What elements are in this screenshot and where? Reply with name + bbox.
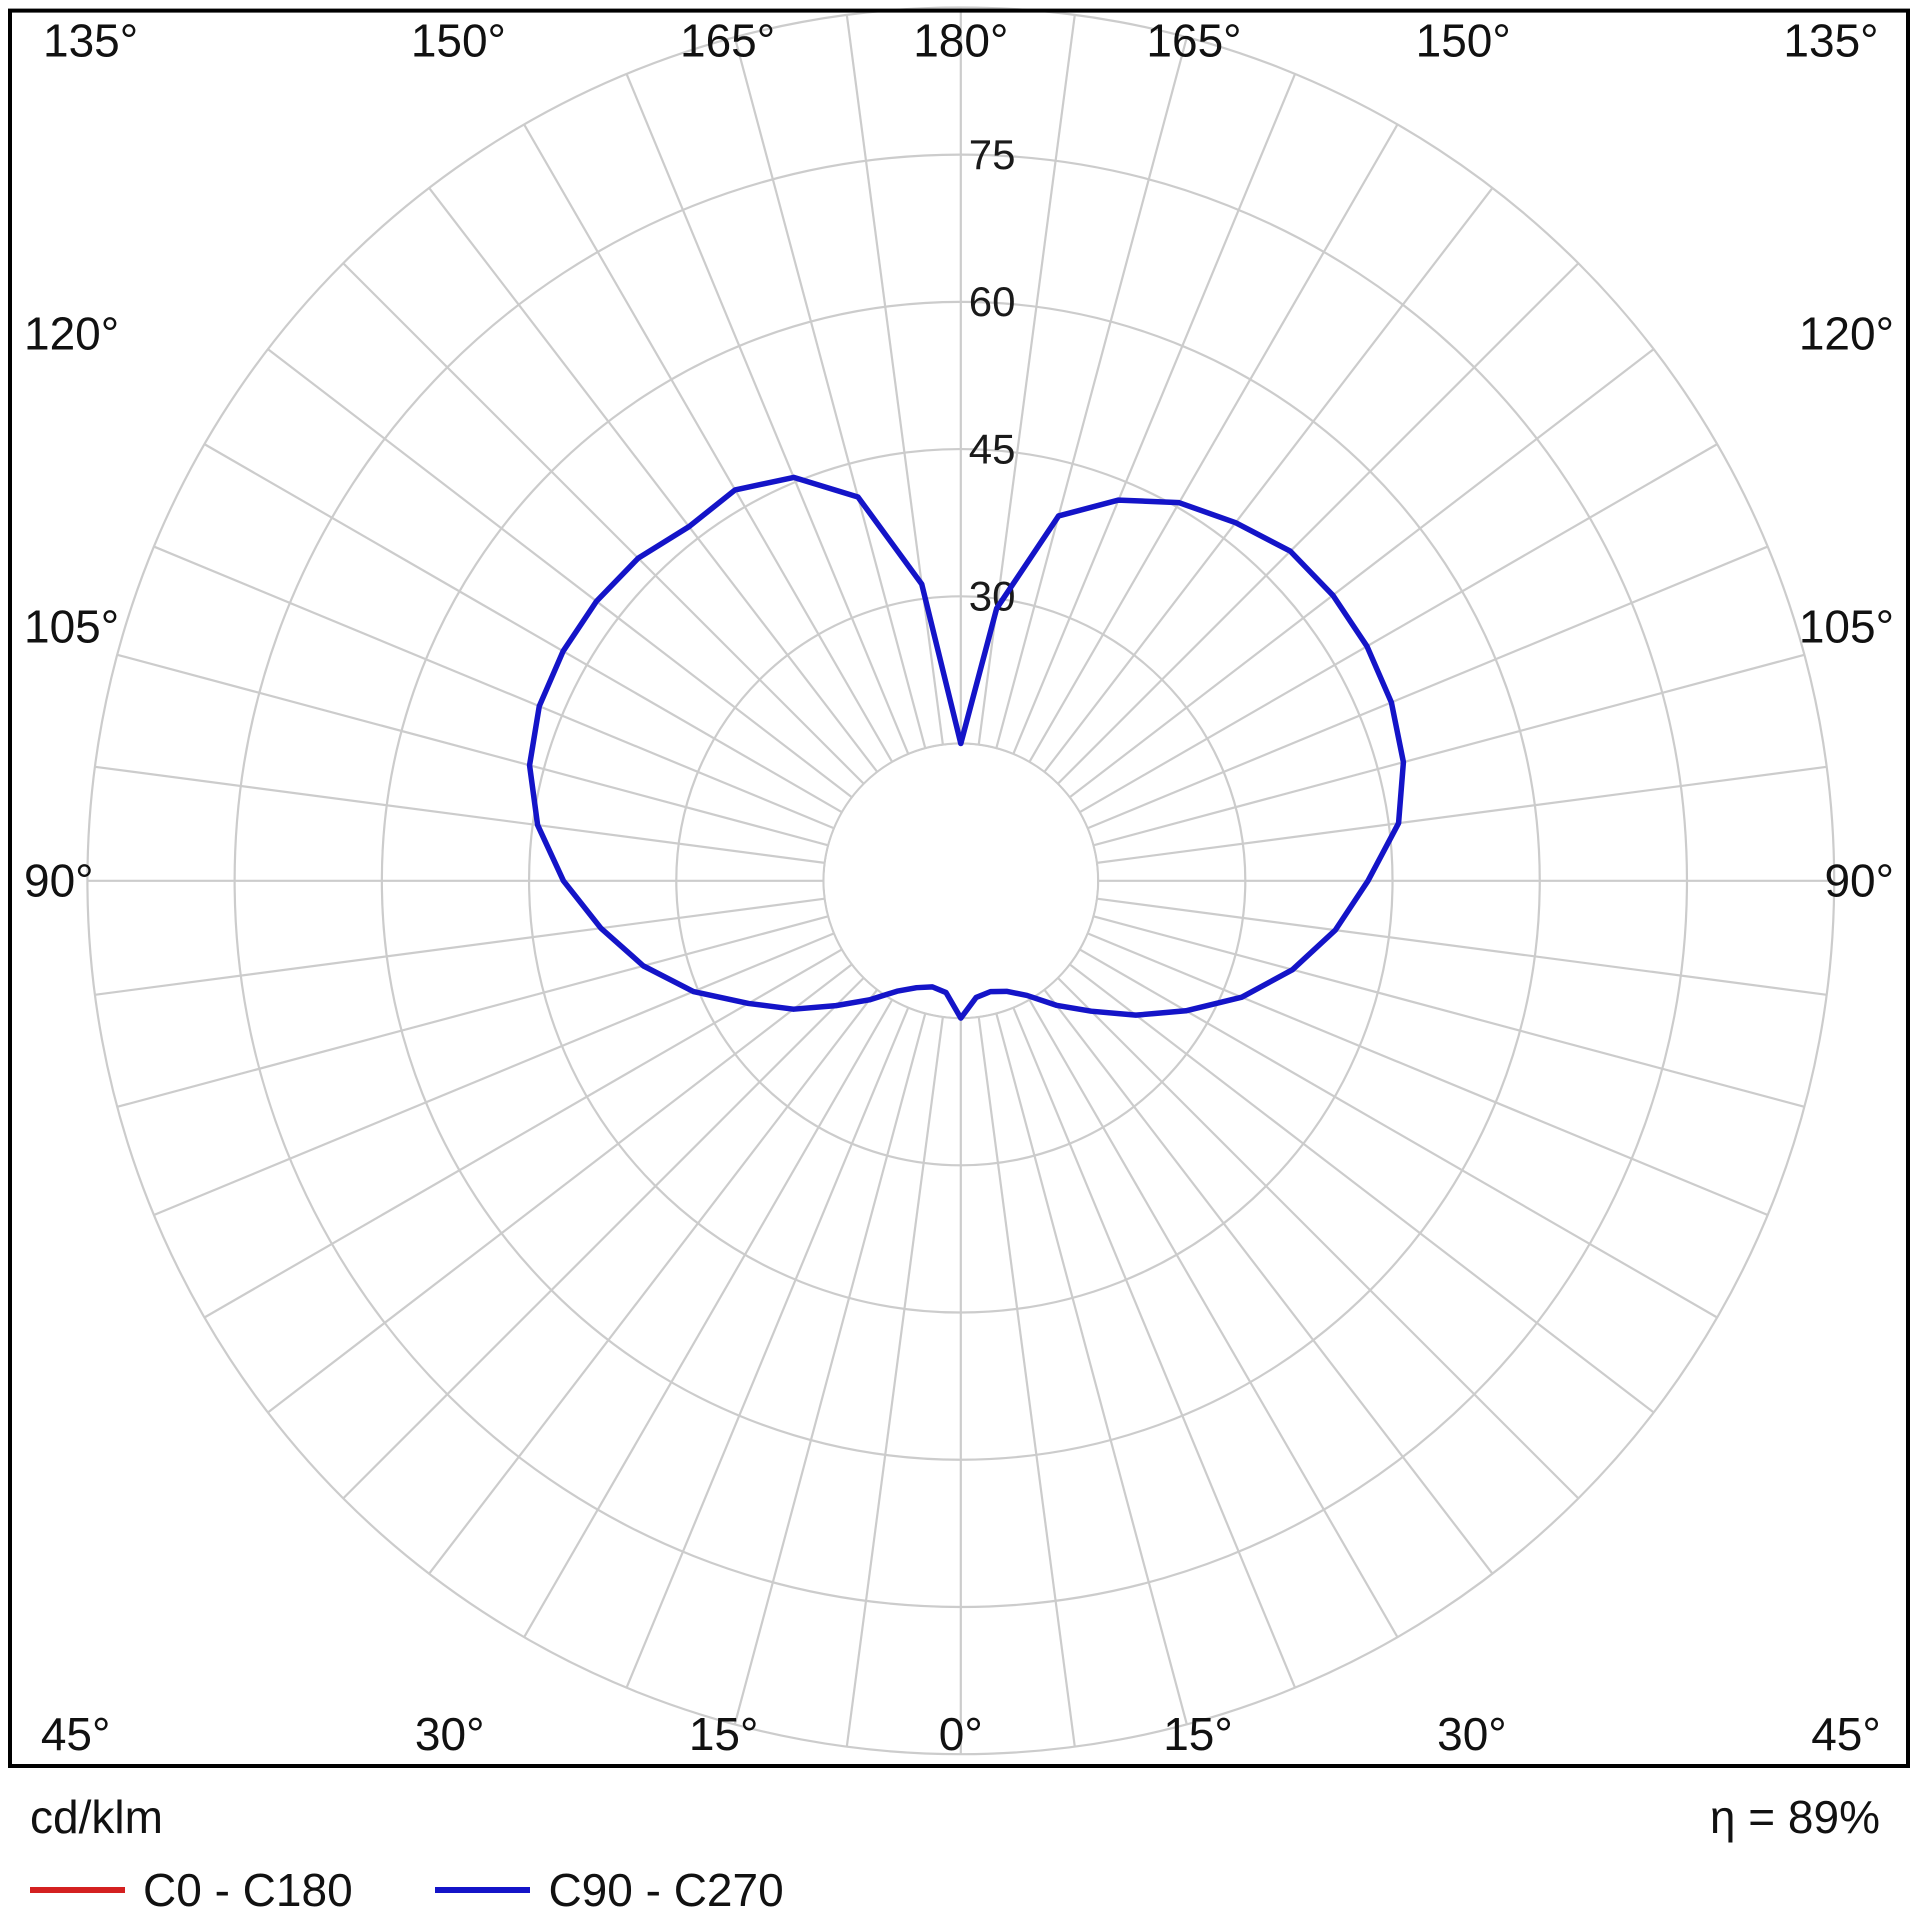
svg-text:30: 30 bbox=[969, 573, 1016, 620]
svg-text:150°: 150° bbox=[411, 15, 506, 67]
svg-text:60: 60 bbox=[969, 278, 1016, 325]
svg-text:165°: 165° bbox=[1146, 15, 1241, 67]
svg-text:75: 75 bbox=[969, 131, 1016, 178]
svg-text:165°: 165° bbox=[680, 15, 775, 67]
svg-text:120°: 120° bbox=[24, 308, 119, 360]
svg-text:90°: 90° bbox=[1824, 854, 1894, 906]
svg-text:120°: 120° bbox=[1799, 308, 1894, 360]
svg-text:0°: 0° bbox=[939, 1708, 983, 1760]
svg-text:45: 45 bbox=[969, 425, 1016, 472]
svg-text:30°: 30° bbox=[415, 1708, 485, 1760]
svg-text:150°: 150° bbox=[1416, 15, 1511, 67]
svg-text:180°: 180° bbox=[913, 15, 1008, 67]
svg-text:15°: 15° bbox=[689, 1708, 759, 1760]
svg-text:90°: 90° bbox=[24, 854, 94, 906]
svg-text:105°: 105° bbox=[24, 601, 119, 653]
svg-text:30°: 30° bbox=[1437, 1708, 1507, 1760]
svg-text:15°: 15° bbox=[1163, 1708, 1233, 1760]
svg-text:45°: 45° bbox=[41, 1708, 111, 1760]
svg-text:135°: 135° bbox=[43, 15, 138, 67]
svg-text:105°: 105° bbox=[1799, 601, 1894, 653]
svg-text:135°: 135° bbox=[1783, 15, 1878, 67]
svg-text:45°: 45° bbox=[1811, 1708, 1881, 1760]
